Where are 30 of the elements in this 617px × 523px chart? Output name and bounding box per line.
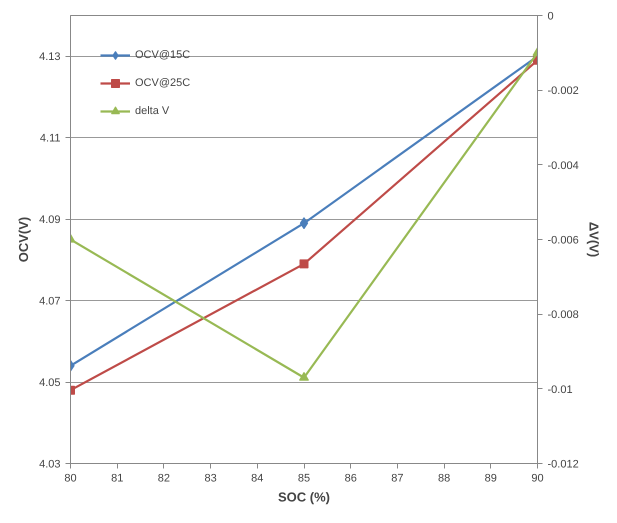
x-axis-title: SOC (%) (278, 490, 330, 504)
y2-tick-label: -0.004 (548, 160, 579, 172)
y-axis-title: OCV(V) (16, 216, 32, 262)
legend-label: OCV@15C (135, 49, 190, 61)
y2-tick-label: -0.012 (548, 458, 579, 470)
x-tick-label: 90 (531, 472, 544, 484)
x-tick-label: 87 (391, 472, 404, 484)
x-tick-label: 89 (484, 472, 497, 484)
y2-axis-title: ΔV(V) (586, 222, 602, 258)
y-tick-label: 4.13 (39, 51, 61, 64)
y-tick-label: 4.11 (40, 132, 60, 145)
x-tick-label: 86 (344, 472, 357, 484)
x-tick-label: 83 (204, 472, 217, 484)
y2-tick-label: -0.01 (548, 384, 573, 396)
x-tick-label: 84 (251, 472, 264, 484)
legend-label: OCV@25C (135, 77, 190, 89)
y2-tick-label: -0.002 (548, 85, 579, 98)
x-tick-label: 81 (111, 472, 124, 484)
x-tick-label: 80 (64, 472, 77, 484)
y-tick-label: 4.07 (39, 296, 61, 308)
y-tick-label: 4.03 (39, 458, 61, 470)
legend-label: delta V (135, 105, 170, 117)
y-tick-label: 4.05 (39, 377, 61, 390)
y2-tick-label: -0.008 (548, 309, 579, 322)
x-tick-label: 88 (438, 472, 450, 484)
y2-tick-label: 0 (548, 10, 554, 22)
x-tick-label: 85 (298, 472, 310, 484)
y-tick-label: 4.09 (39, 214, 61, 226)
y2-tick-label: -0.006 (548, 234, 579, 246)
x-tick-label: 82 (158, 472, 170, 484)
